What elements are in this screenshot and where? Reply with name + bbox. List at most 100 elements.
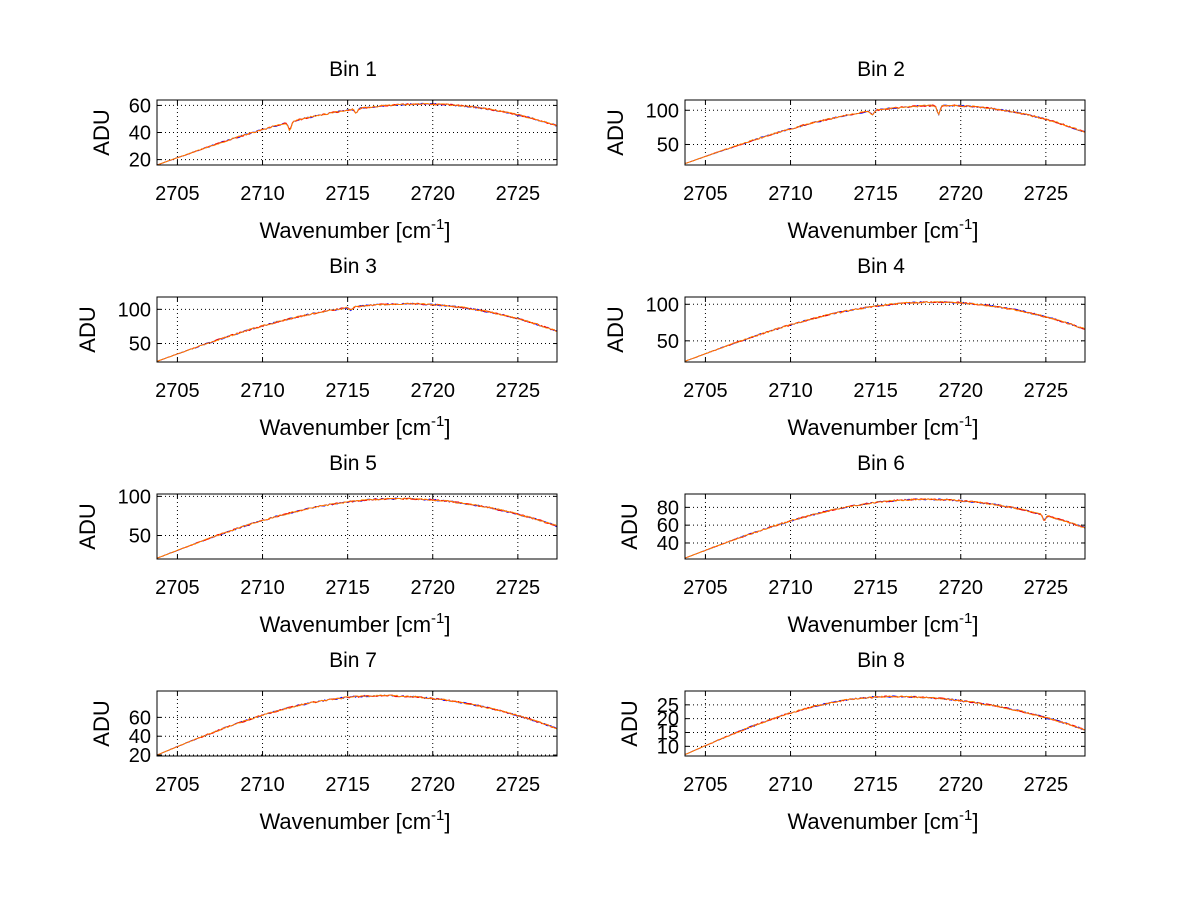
- axes-box: [156, 493, 558, 560]
- x-tick-label: 2705: [155, 380, 200, 402]
- panel-bin-1: 2705 2710 2715 2720 2725 20 40 60 Bin 1 Wavenumbe…: [89, 58, 558, 243]
- x-tick-label: 2710: [240, 577, 285, 599]
- panel-bin-4: 2705 2710 2715 2720 2725 50 100 Bin 4 Wavenumber…: [603, 255, 1086, 440]
- x-tick-label: 2705: [683, 380, 728, 402]
- x-axis-label: Wavenumber [cm-1]: [259, 413, 450, 440]
- x-tick-label: 2705: [683, 774, 728, 796]
- y-tick-label: 60: [657, 515, 679, 537]
- spectrum-line-3: [156, 103, 558, 166]
- x-tick-label: 2715: [325, 774, 370, 796]
- y-tick-label: 15: [657, 722, 679, 744]
- plot-area: [157, 494, 557, 559]
- spectrum-line-3: [156, 497, 558, 559]
- x-tick-label: 2710: [240, 380, 285, 402]
- y-tick-label: 20: [129, 150, 151, 172]
- x-tick-label: 2725: [496, 774, 541, 796]
- panel-bin-5: 2705 2710 2715 2720 2725 50 100 Bin 5 Wavenumber…: [75, 452, 558, 637]
- x-tick-label: 2715: [853, 380, 898, 402]
- x-tick-label: 2710: [768, 183, 813, 205]
- x-tick-label: 2720: [410, 183, 455, 205]
- axes-box: [684, 296, 1086, 363]
- x-axis-label: Wavenumber [cm-1]: [787, 413, 978, 440]
- y-tick-label: 50: [129, 526, 151, 548]
- x-tick-label: 2725: [1024, 774, 1069, 796]
- x-tick-label: 2720: [938, 380, 983, 402]
- y-axis-label: ADU: [617, 700, 642, 746]
- x-tick-label: 2710: [768, 380, 813, 402]
- spectrum-line-3: [156, 694, 558, 756]
- spectrum-line-3: [684, 300, 1086, 362]
- x-tick-label: 2720: [410, 380, 455, 402]
- x-axis-label: Wavenumber [cm-1]: [787, 216, 978, 243]
- panel-title: Bin 8: [857, 649, 905, 672]
- y-tick-label: 10: [657, 736, 679, 758]
- y-tick-label: 50: [657, 331, 679, 353]
- y-tick-label: 60: [129, 95, 151, 117]
- x-axis-label: Wavenumber [cm-1]: [787, 610, 978, 637]
- x-tick-label: 2705: [155, 774, 200, 796]
- x-tick-label: 2715: [325, 183, 370, 205]
- x-tick-label: 2705: [683, 183, 728, 205]
- spectrum-line-3: [684, 104, 1086, 165]
- y-axis-label: ADU: [75, 503, 100, 549]
- x-tick-label: 2720: [938, 774, 983, 796]
- x-tick-label: 2725: [1024, 380, 1069, 402]
- y-tick-label: 80: [657, 497, 679, 519]
- spectrum-line-3: [156, 302, 557, 362]
- plot-area: [685, 691, 1085, 756]
- y-tick-label: 60: [129, 707, 151, 729]
- x-tick-label: 2705: [683, 577, 728, 599]
- x-tick-label: 2715: [853, 774, 898, 796]
- plot-area: [685, 100, 1085, 165]
- y-tick-label: 20: [129, 745, 151, 767]
- y-tick-label: 100: [118, 299, 151, 321]
- y-tick-label: 40: [129, 123, 151, 145]
- y-tick-label: 50: [129, 334, 151, 356]
- x-axis-label: Wavenumber [cm-1]: [787, 807, 978, 834]
- x-tick-label: 2725: [1024, 183, 1069, 205]
- axes-box: [156, 690, 558, 757]
- panel-title: Bin 3: [329, 255, 377, 278]
- x-tick-label: 2720: [410, 577, 455, 599]
- y-tick-label: 40: [657, 533, 679, 555]
- x-tick-label: 2720: [938, 577, 983, 599]
- y-tick-label: 50: [657, 134, 679, 156]
- spectrum-line-3: [684, 695, 1086, 756]
- y-tick-label: 100: [646, 100, 679, 122]
- panel-title: Bin 7: [329, 649, 377, 672]
- x-tick-label: 2710: [768, 774, 813, 796]
- axes-box: [684, 493, 1086, 560]
- spectrum-line-3: [684, 498, 1086, 559]
- y-tick-label: 20: [657, 709, 679, 731]
- panel-bin-3: 2705 2710 2715 2720 2725 50 100 Bin 3 Wavenumber…: [75, 255, 558, 440]
- y-tick-label: 25: [657, 695, 679, 717]
- x-tick-label: 2710: [768, 577, 813, 599]
- x-tick-label: 2720: [410, 774, 455, 796]
- axes-box: [684, 99, 1086, 166]
- x-tick-label: 2705: [155, 183, 200, 205]
- y-tick-label: 40: [129, 726, 151, 748]
- x-tick-label: 2710: [240, 183, 285, 205]
- panel-title: Bin 6: [857, 452, 905, 475]
- x-tick-label: 2715: [853, 577, 898, 599]
- y-axis-label: ADU: [603, 109, 628, 155]
- x-tick-label: 2720: [938, 183, 983, 205]
- x-tick-label: 2715: [325, 380, 370, 402]
- x-tick-label: 2725: [496, 577, 541, 599]
- x-axis-label: Wavenumber [cm-1]: [259, 610, 450, 637]
- x-tick-label: 2705: [155, 577, 200, 599]
- x-axis-label: Wavenumber [cm-1]: [259, 807, 450, 834]
- x-tick-label: 2725: [1024, 577, 1069, 599]
- plot-area: [685, 297, 1085, 362]
- x-tick-label: 2710: [240, 774, 285, 796]
- x-tick-label: 2725: [496, 380, 541, 402]
- panel-bin-2: 2705 2710 2715 2720 2725 50 100 Bin 2 Wavenumber…: [603, 58, 1086, 243]
- y-axis-label: ADU: [603, 306, 628, 352]
- x-tick-label: 2715: [325, 577, 370, 599]
- y-axis-label: ADU: [89, 109, 114, 155]
- y-tick-label: 100: [646, 294, 679, 316]
